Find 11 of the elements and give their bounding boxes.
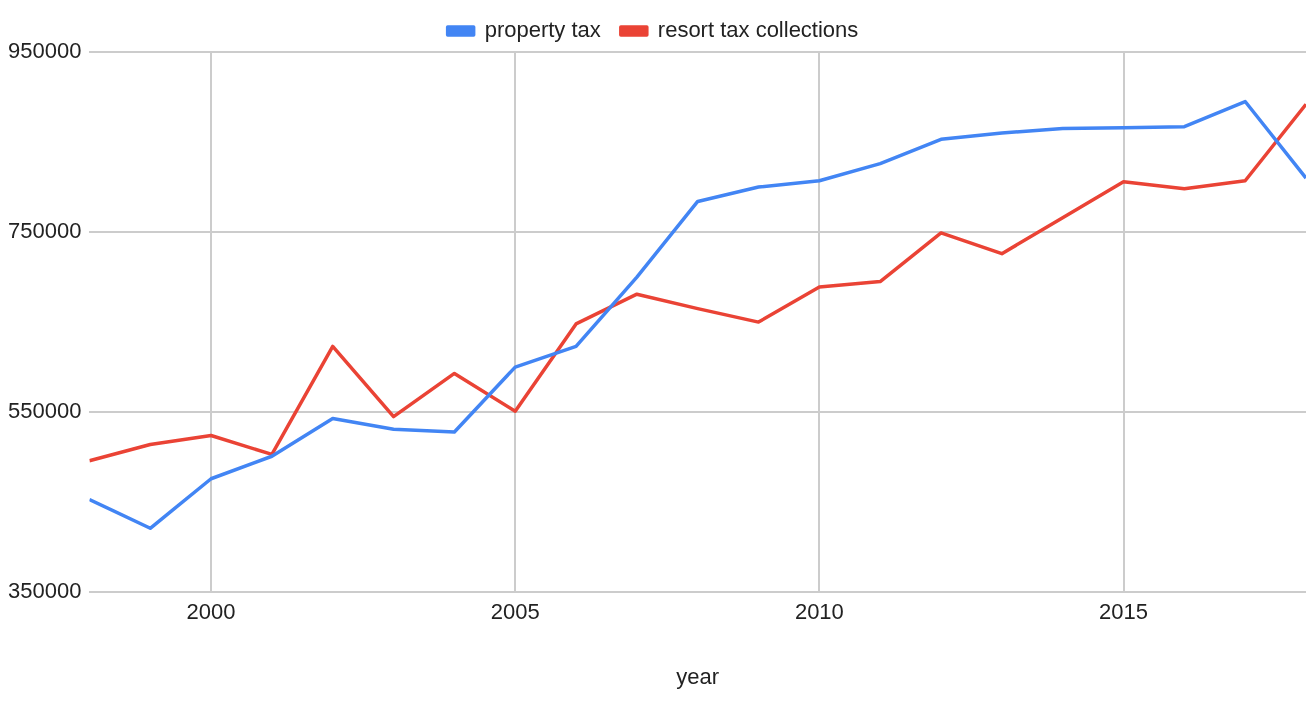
x-tick-label: 2010 xyxy=(794,599,844,625)
legend-label: resort tax collections xyxy=(657,17,859,43)
x-tick-label: 2000 xyxy=(186,599,236,625)
y-tick-label: 550000 xyxy=(7,398,82,424)
y-tick-label: 350000 xyxy=(7,578,82,604)
x-tick-label: 2015 xyxy=(1099,599,1148,625)
x-axis-title: year xyxy=(676,663,720,689)
legend-label: property tax xyxy=(484,17,601,43)
y-tick-label: 750000 xyxy=(7,218,82,244)
x-tick-label: 2005 xyxy=(490,599,540,625)
y-tick-label: 950000 xyxy=(7,38,82,64)
